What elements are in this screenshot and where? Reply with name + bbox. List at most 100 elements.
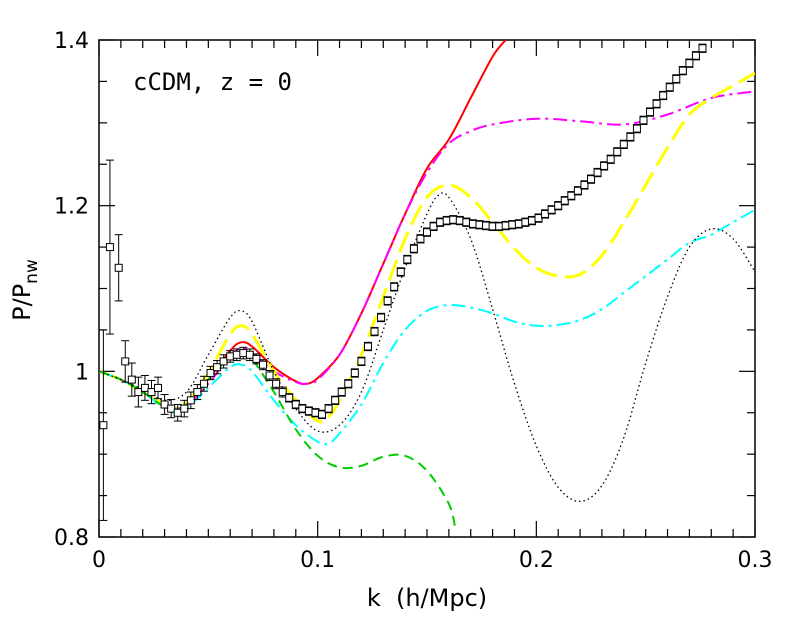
data-point xyxy=(508,220,517,229)
series-line-5 xyxy=(99,349,457,529)
data-point xyxy=(606,155,615,164)
data-point xyxy=(501,221,510,230)
data-point xyxy=(567,191,576,200)
data-point xyxy=(272,379,281,388)
x-tick-label: 0 xyxy=(92,548,106,573)
x-tick-label: 0.1 xyxy=(300,548,335,573)
data-point xyxy=(416,234,425,243)
data-point xyxy=(587,175,595,184)
data-point xyxy=(573,186,582,195)
data-point xyxy=(311,408,320,417)
data-point xyxy=(449,215,458,224)
data-point xyxy=(619,140,628,149)
data-point xyxy=(114,263,123,272)
data-point xyxy=(639,116,648,125)
tick-labels: 0 0.1 0.2 0.3 0.8 1 1.2 1.4 xyxy=(54,29,773,573)
y-axis-title-main: P/P xyxy=(8,284,36,321)
series-line-2 xyxy=(99,90,755,410)
data-point xyxy=(482,221,491,230)
series-group xyxy=(99,40,755,529)
data-point xyxy=(278,388,287,397)
data-point xyxy=(534,214,543,223)
annotation-label: cCDM, z = 0 xyxy=(133,68,292,96)
data-point xyxy=(147,388,156,397)
data-point xyxy=(245,350,254,359)
y-tick-label: 1 xyxy=(75,360,89,385)
series-line-4 xyxy=(99,208,755,446)
y-axis-title-subscript: nw xyxy=(22,259,42,284)
data-point xyxy=(134,388,143,397)
data-point xyxy=(285,393,294,402)
y-axis-title: P/Pnw xyxy=(8,259,42,321)
data-point xyxy=(160,400,169,409)
data-point xyxy=(173,408,182,417)
data-point xyxy=(593,168,602,177)
data-point xyxy=(455,216,464,225)
data-point xyxy=(514,219,523,228)
data-point xyxy=(547,205,556,214)
data-point xyxy=(468,219,477,228)
data-point xyxy=(99,421,108,430)
data-point xyxy=(259,360,267,369)
data-point xyxy=(390,282,399,291)
data-point xyxy=(698,44,707,53)
data-point xyxy=(580,180,589,189)
series-line-6 xyxy=(99,192,755,503)
y-tick-label: 1.4 xyxy=(54,29,89,54)
data-point xyxy=(626,132,635,141)
data-point xyxy=(180,404,189,413)
data-point xyxy=(403,255,412,264)
data-point xyxy=(488,222,497,231)
data-point xyxy=(252,354,261,363)
data-point xyxy=(121,357,130,366)
data-point xyxy=(127,375,136,384)
data-point xyxy=(600,161,609,170)
data-point xyxy=(678,66,687,75)
data-point xyxy=(186,396,195,405)
data-point xyxy=(396,267,405,276)
x-axis-title: k (h/Mpc) xyxy=(367,584,487,612)
data-point xyxy=(265,371,274,380)
data-point xyxy=(154,383,163,392)
data-point xyxy=(652,99,661,108)
axis-ticks xyxy=(98,39,756,538)
data-point xyxy=(442,216,451,225)
data-point xyxy=(219,357,228,366)
data-point xyxy=(206,368,215,377)
data-point xyxy=(350,368,359,377)
data-point xyxy=(199,379,208,388)
data-point xyxy=(370,327,379,336)
data-point xyxy=(363,342,372,351)
data-point xyxy=(409,244,418,253)
data-point xyxy=(632,124,641,133)
data-point xyxy=(167,404,176,413)
data-point xyxy=(659,91,668,100)
data-point xyxy=(429,222,438,231)
data-point xyxy=(337,388,346,397)
data-point xyxy=(291,400,300,409)
data-point xyxy=(521,218,530,227)
data-point xyxy=(613,147,622,156)
data-point xyxy=(423,228,431,237)
data-point xyxy=(304,407,313,416)
data-point xyxy=(665,83,674,92)
data-point xyxy=(691,51,700,60)
data-point xyxy=(685,59,694,68)
data-point xyxy=(298,404,307,413)
plot-frame xyxy=(98,39,756,538)
data-point xyxy=(377,313,386,322)
data-point xyxy=(193,388,202,397)
data-point xyxy=(232,350,241,359)
data-point xyxy=(554,201,563,210)
data-point xyxy=(541,209,550,218)
data-point xyxy=(324,404,333,413)
data-point xyxy=(646,108,655,117)
x-tick-label: 0.3 xyxy=(738,548,773,573)
data-point xyxy=(140,383,149,392)
data-point xyxy=(331,396,340,405)
data-point xyxy=(239,349,248,358)
y-tick-label: 0.8 xyxy=(54,526,89,551)
data-point xyxy=(560,196,569,205)
data-point xyxy=(436,218,445,227)
